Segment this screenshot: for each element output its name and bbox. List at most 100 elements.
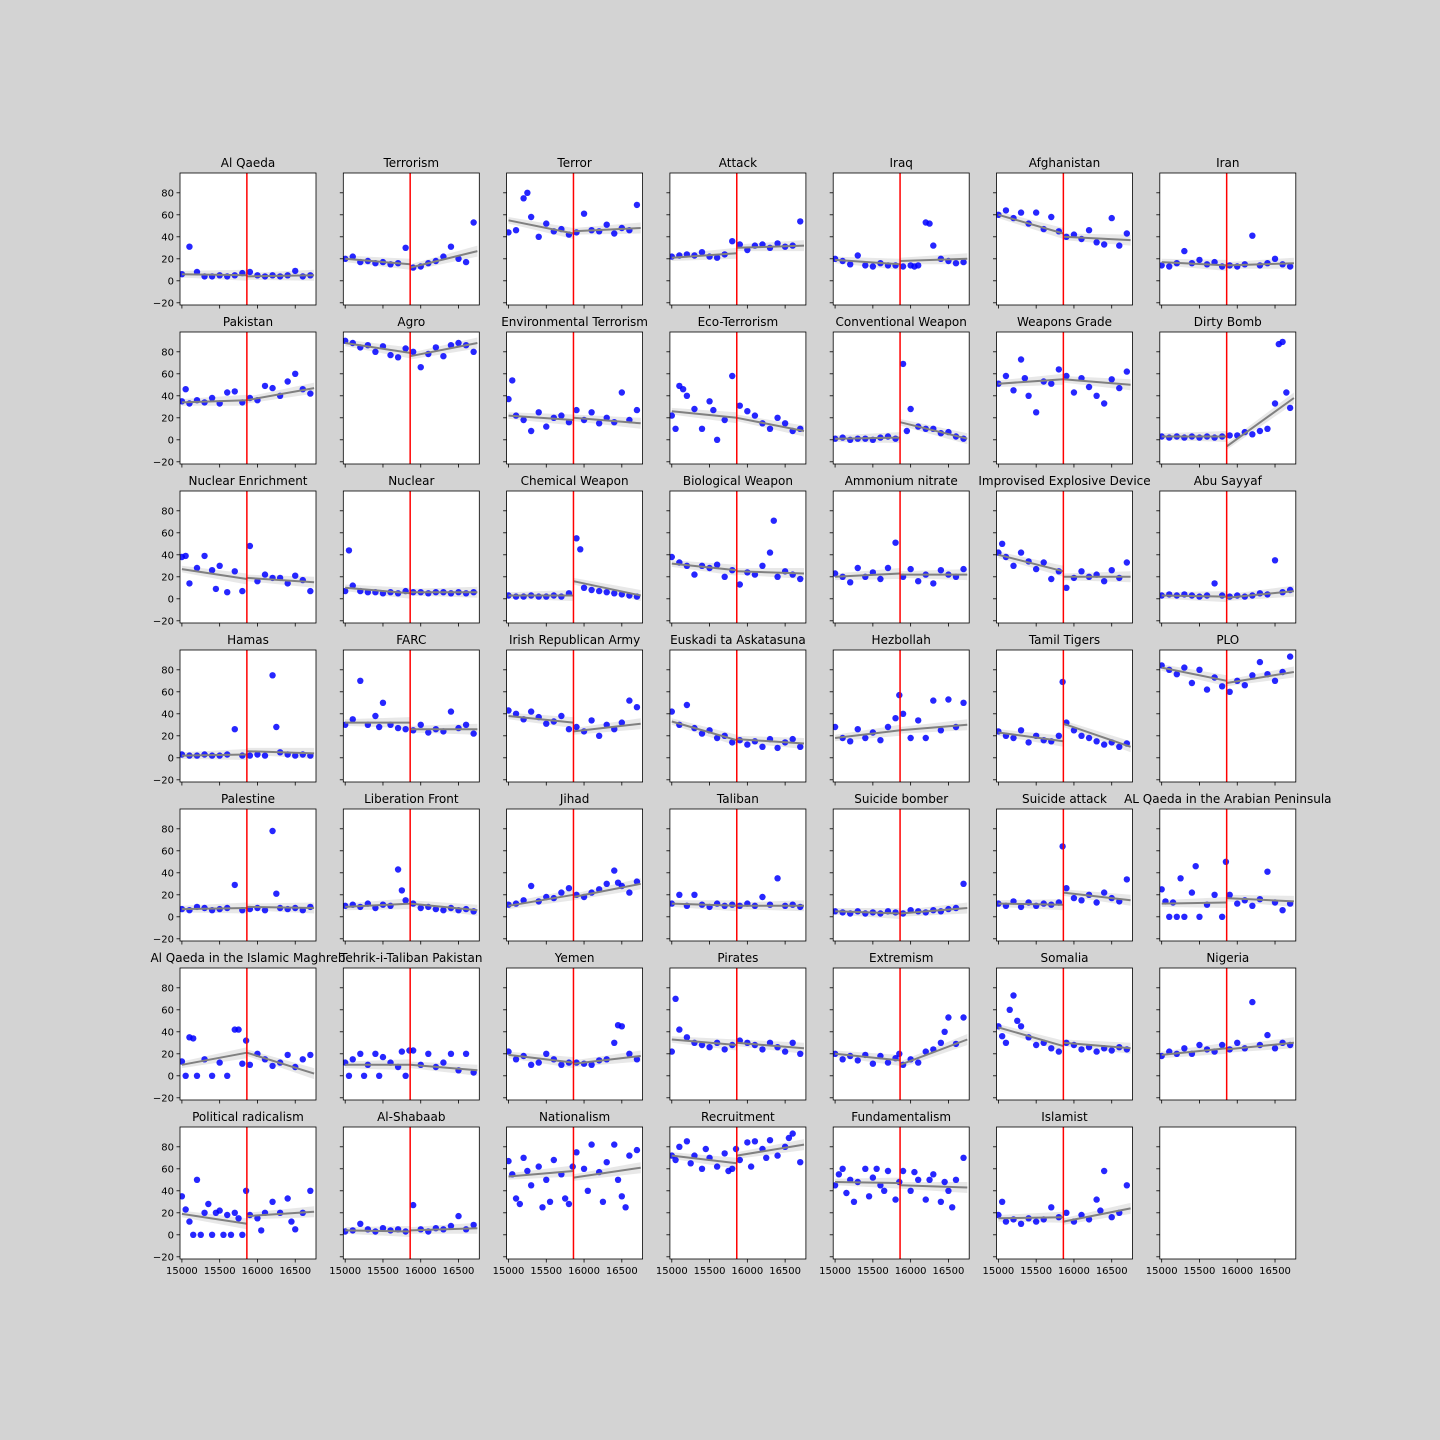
axes-frame bbox=[179, 649, 317, 783]
data-point bbox=[402, 345, 409, 352]
data-point bbox=[1166, 913, 1173, 920]
data-point bbox=[254, 751, 261, 758]
data-point bbox=[516, 1200, 524, 1208]
subplot-title: Iraq bbox=[889, 156, 912, 170]
data-point bbox=[847, 261, 854, 268]
axes-frame bbox=[996, 331, 1133, 465]
data-point bbox=[862, 734, 869, 742]
data-point bbox=[797, 1050, 804, 1057]
data-point bbox=[1017, 1023, 1025, 1030]
subplot-title: Euskadi ta Askatasuna bbox=[670, 633, 806, 647]
data-point bbox=[618, 389, 626, 396]
data-point bbox=[235, 1026, 242, 1033]
subplot-title: Conventional Weapon bbox=[836, 315, 967, 329]
data-point bbox=[1078, 897, 1085, 904]
data-point bbox=[432, 344, 440, 351]
fit-line bbox=[1226, 671, 1295, 684]
y-tick-label: 40 bbox=[161, 709, 174, 720]
data-point bbox=[915, 578, 922, 585]
y-tick-label: −20 bbox=[153, 298, 174, 309]
data-point bbox=[751, 1138, 759, 1145]
data-point bbox=[269, 827, 276, 835]
y-tick-label: 40 bbox=[161, 1186, 174, 1197]
plot-area bbox=[833, 173, 970, 305]
data-point bbox=[246, 542, 254, 550]
data-point bbox=[409, 727, 417, 734]
data-point bbox=[1002, 372, 1010, 380]
data-point bbox=[425, 729, 432, 736]
plot-area bbox=[343, 173, 480, 305]
data-point bbox=[1234, 900, 1241, 907]
data-point bbox=[960, 1154, 967, 1161]
fit-line bbox=[345, 1229, 411, 1233]
axes-frame bbox=[342, 172, 480, 306]
data-point bbox=[1249, 431, 1256, 438]
data-point bbox=[1256, 427, 1264, 435]
x-tick-label: 16000 bbox=[1221, 1266, 1253, 1277]
fit-line bbox=[409, 250, 478, 269]
fit-line bbox=[736, 738, 805, 745]
subplot: Agro bbox=[339, 315, 480, 468]
axes-frame bbox=[996, 490, 1133, 624]
data-point bbox=[789, 901, 796, 908]
data-point bbox=[922, 1196, 929, 1203]
fit-line bbox=[671, 562, 737, 572]
data-point bbox=[1234, 1039, 1241, 1046]
data-point bbox=[224, 1211, 231, 1219]
data-point bbox=[869, 1060, 877, 1067]
subplot-title: AL Qaeda in the Arabian Peninsula bbox=[1124, 792, 1331, 806]
subplot: Improvised Explosive Device bbox=[978, 474, 1151, 627]
data-point bbox=[261, 907, 269, 914]
data-point bbox=[915, 262, 922, 269]
data-point bbox=[706, 1044, 713, 1051]
fit-line bbox=[671, 902, 737, 907]
data-point bbox=[1249, 902, 1256, 909]
y-tick-label: 80 bbox=[161, 665, 174, 676]
data-point bbox=[246, 1061, 254, 1068]
x-tick-label: 15000 bbox=[656, 1266, 688, 1277]
plot-area bbox=[996, 332, 1133, 464]
data-point bbox=[527, 882, 535, 890]
subplot: Nuclear bbox=[339, 474, 480, 627]
fit-line bbox=[508, 1053, 574, 1064]
subplot-title: Somalia bbox=[1040, 951, 1088, 965]
fit-line bbox=[181, 399, 247, 404]
data-point bbox=[873, 1165, 880, 1172]
data-point bbox=[577, 546, 584, 553]
data-point bbox=[687, 1160, 694, 1167]
axes-frame bbox=[832, 649, 970, 783]
data-point bbox=[611, 1141, 618, 1148]
axes-frame bbox=[179, 967, 317, 1101]
data-point bbox=[543, 1176, 550, 1183]
y-tick-label: 20 bbox=[161, 731, 174, 742]
data-point bbox=[922, 1048, 929, 1055]
data-point bbox=[1055, 366, 1063, 373]
y-tick-label: 60 bbox=[161, 1164, 174, 1175]
subplot: Ammonium nitrate bbox=[829, 474, 970, 627]
fit-line bbox=[246, 750, 315, 755]
data-point bbox=[945, 1187, 952, 1194]
data-point bbox=[1116, 743, 1123, 750]
data-point bbox=[797, 575, 804, 583]
axes-frame bbox=[832, 1126, 970, 1260]
y-tick-label: −20 bbox=[153, 934, 174, 945]
subplot: Hezbollah bbox=[829, 633, 970, 786]
data-point bbox=[797, 218, 804, 225]
y-tick-label: 20 bbox=[161, 1208, 174, 1219]
subplot-title: Hezbollah bbox=[872, 633, 931, 647]
data-point bbox=[774, 875, 781, 882]
data-point bbox=[676, 891, 683, 898]
axes-frame bbox=[1159, 490, 1297, 624]
data-point bbox=[736, 1156, 743, 1164]
data-point bbox=[1093, 239, 1100, 246]
fit-line bbox=[573, 1055, 641, 1065]
fit-line bbox=[998, 731, 1064, 743]
data-point bbox=[292, 752, 299, 759]
data-point bbox=[506, 707, 512, 714]
fit-line bbox=[246, 274, 315, 278]
data-point bbox=[1010, 387, 1017, 394]
data-point bbox=[447, 342, 455, 349]
x-tick-label: 16500 bbox=[769, 1266, 801, 1277]
data-point bbox=[1108, 567, 1115, 574]
fit-line bbox=[181, 568, 248, 580]
